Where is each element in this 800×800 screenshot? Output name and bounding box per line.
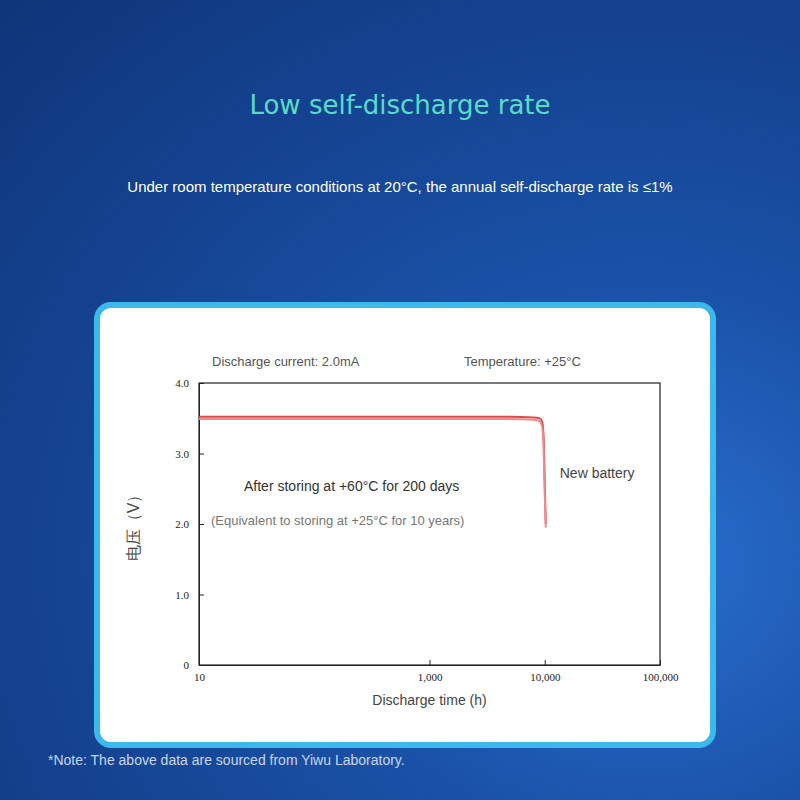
title: Low self-discharge rate	[0, 90, 800, 120]
y-tick-mark	[199, 665, 204, 666]
x-tick-mark	[545, 660, 546, 665]
plot-area	[199, 417, 546, 528]
x-axis: 10 1,000 10,000 100,000	[194, 660, 679, 683]
plot-frame	[199, 383, 660, 665]
annotation: Discharge current: 2.0mA	[212, 354, 360, 369]
y-tick-mark	[199, 524, 204, 525]
y-tick-label: 0	[184, 659, 190, 671]
x-tick-label: 100,000	[643, 671, 679, 683]
y-tick: 3.0	[175, 448, 204, 460]
y-tick: 4.0	[175, 377, 204, 389]
x-axis-line	[200, 665, 661, 666]
y-axis: 4.0 3.0 2.0 1.0 0	[175, 377, 204, 671]
y-axis-title: 电压（V）	[125, 487, 142, 562]
x-tick-label: 10,000	[530, 671, 561, 683]
annotation: Temperature: +25°C	[464, 354, 581, 369]
y-tick-label: 2.0	[175, 518, 189, 530]
y-tick-mark	[199, 454, 204, 455]
y-tick: 0	[184, 659, 205, 671]
footnote: *Note: The above data are sourced from Y…	[48, 752, 405, 768]
y-tick: 2.0	[175, 518, 204, 530]
x-tick-label: 10	[194, 671, 206, 683]
x-axis-title: Discharge time (h)	[372, 692, 486, 708]
annotation: (Equivalent to storing at +25°C for 10 y…	[211, 513, 464, 528]
y-tick: 1.0	[175, 589, 204, 601]
data-line	[199, 417, 546, 524]
series-label: New battery	[560, 465, 635, 481]
x-tick-mark	[430, 660, 431, 665]
chart: 10 1,000 10,000 100,000 4.0 3.0 2.0 1.0 0 Dischar…	[0, 0, 800, 800]
series-label: After storing at +60°C for 200 days	[244, 478, 459, 494]
x-tick: 1,000	[418, 660, 443, 683]
y-tick-mark	[199, 595, 204, 596]
x-tick: 10,000	[530, 660, 561, 683]
subtitle: Under room temperature conditions at 20°…	[100, 177, 700, 197]
x-tick-mark	[660, 660, 661, 665]
x-tick-label: 1,000	[418, 671, 443, 683]
y-tick-label: 4.0	[175, 377, 189, 389]
x-tick: 100,000	[643, 660, 679, 683]
y-tick-mark	[199, 383, 204, 384]
y-tick-label: 1.0	[175, 589, 189, 601]
panel	[97, 305, 713, 745]
data-line	[199, 419, 546, 528]
y-tick-label: 3.0	[175, 448, 189, 460]
